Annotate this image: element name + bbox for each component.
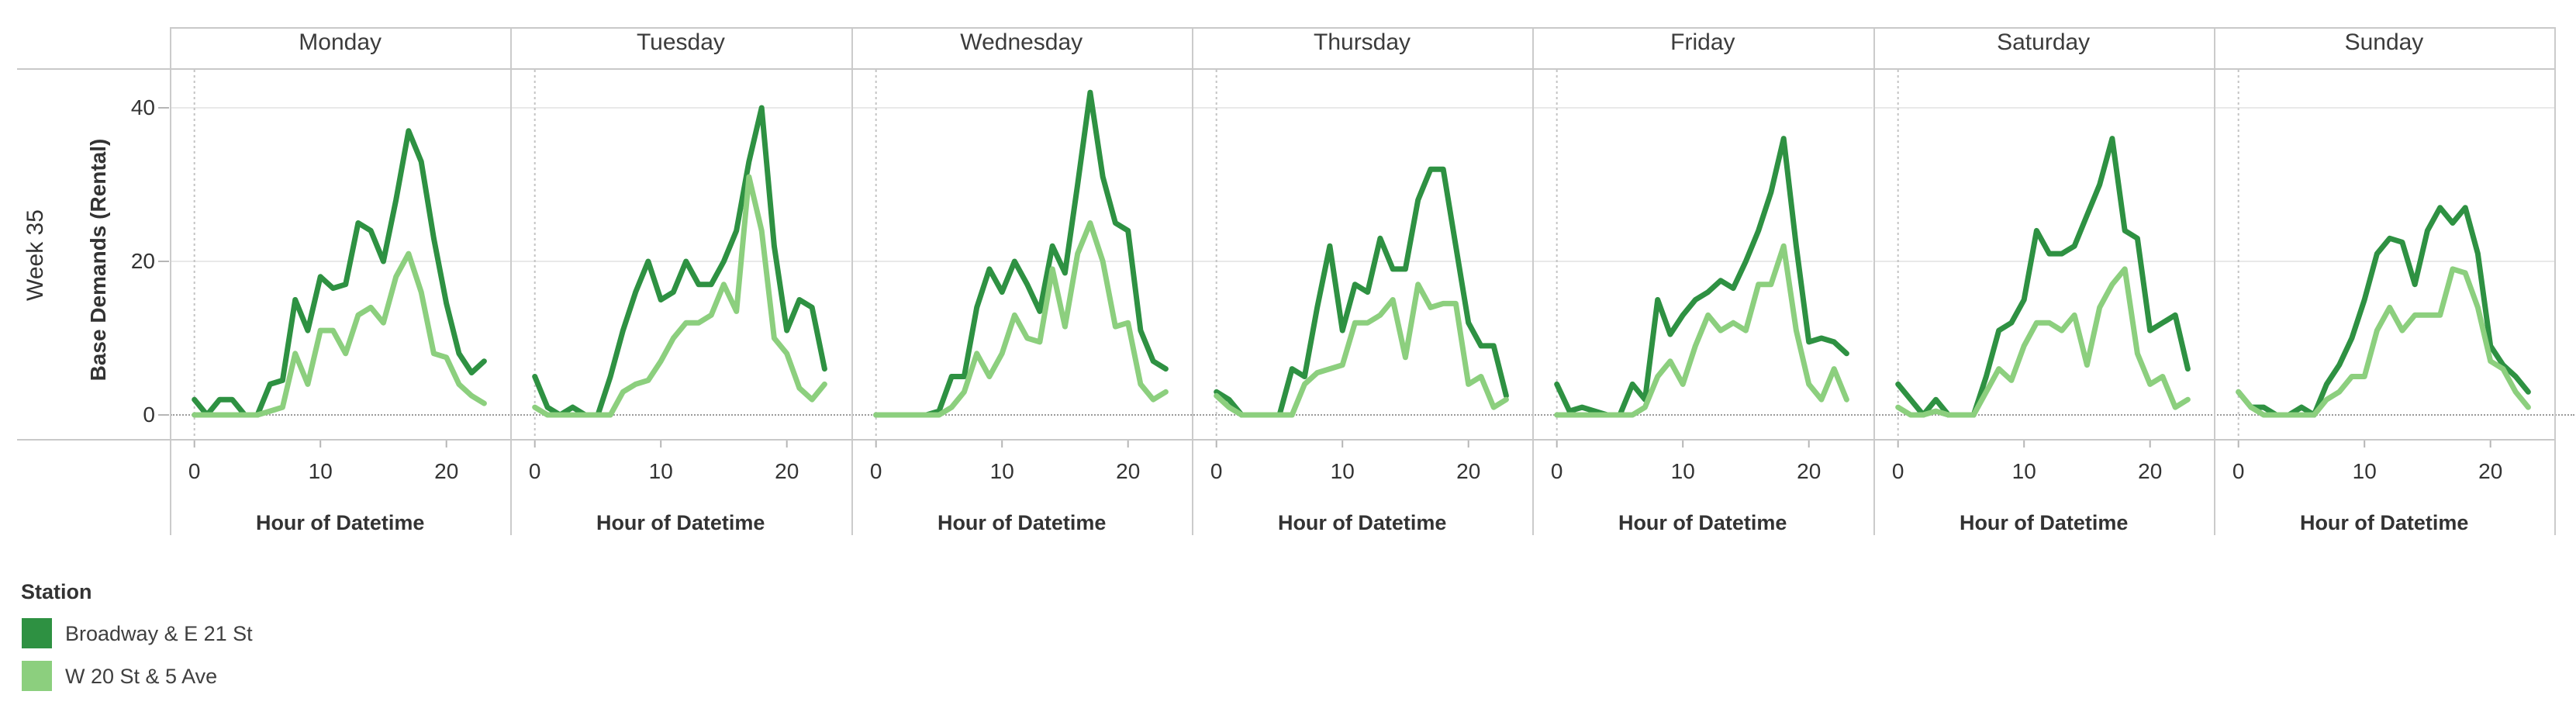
x-tick-label-0-sunday: 0	[2232, 459, 2245, 483]
line-w-20-st-5-ave-saturday[interactable]	[1894, 266, 2191, 418]
day-header-sunday: Sunday	[2344, 29, 2424, 55]
legend-swatch-broadway-e-21-st[interactable]	[22, 618, 52, 648]
facet-panel-friday: 0 10 20 Hour of Datetime	[1532, 70, 1873, 534]
line-broadway-e-21-st-monday[interactable]	[192, 128, 487, 418]
day-header-monday: Monday	[299, 29, 382, 55]
x-tick-label-20-thursday: 20	[1456, 459, 1480, 483]
x-axis-title-wednesday: Hour of Datetime	[938, 511, 1106, 534]
line-w-20-st-5-ave-friday[interactable]	[1554, 243, 1850, 418]
day-header-wednesday: Wednesday	[960, 29, 1083, 55]
x-tick-label-0-friday: 0	[1551, 459, 1563, 483]
day-header-tuesday: Tuesday	[636, 29, 725, 55]
x-tick-label-0-saturday: 0	[1891, 459, 1904, 483]
x-axis-title-monday: Hour of Datetime	[256, 511, 424, 534]
legend-label-w-20-st-5-ave: W 20 St & 5 Ave	[65, 665, 218, 688]
y-tick-label-20: 20	[130, 249, 155, 273]
x-axis-title-sunday: Hour of Datetime	[2300, 511, 2468, 534]
x-tick-label-20-wednesday: 20	[1116, 459, 1140, 483]
header-bottom-border	[17, 68, 2555, 70]
facet-panel-sunday: 0 10 20 Hour of Datetime	[2213, 70, 2555, 534]
x-tick-label-0-wednesday: 0	[870, 459, 882, 483]
line-broadway-e-21-st-sunday[interactable]	[2235, 205, 2531, 418]
facet-panel-tuesday: 0 10 20 Hour of Datetime	[510, 70, 851, 534]
x-tick-label-0-tuesday: 0	[529, 459, 541, 483]
x-tick-label-10-monday: 10	[309, 459, 333, 483]
x-tick-label-20-tuesday: 20	[775, 459, 799, 483]
x-tick-label-10-saturday: 10	[2011, 459, 2036, 483]
x-tick-label-20-monday: 20	[434, 459, 458, 483]
line-w-20-st-5-ave-tuesday[interactable]	[532, 174, 828, 418]
day-header-friday: Friday	[1670, 29, 1735, 55]
day-header-thursday: Thursday	[1314, 29, 1411, 55]
panel-divider-5	[1873, 27, 1875, 535]
panel-divider-4	[1532, 27, 1535, 535]
zero-baseline	[171, 414, 2574, 416]
facet-panel-thursday: 0 10 20 Hour of Datetime	[1191, 70, 1533, 534]
legend-label-broadway-e-21-st: Broadway & E 21 St	[65, 622, 253, 645]
x-tick-label-10-friday: 10	[1671, 459, 1695, 483]
facet-panel-monday: 0 10 20 Hour of Datetime	[170, 70, 511, 534]
x-tick-label-10-thursday: 10	[1331, 459, 1355, 483]
line-broadway-e-21-st-friday[interactable]	[1554, 136, 1850, 418]
panel-divider-1	[510, 27, 513, 535]
x-tick-label-0-monday: 0	[188, 459, 201, 483]
y-tick-mark-0	[158, 414, 169, 416]
x-tick-label-10-wednesday: 10	[989, 459, 1013, 483]
panel-divider-7	[2554, 27, 2557, 535]
pane-bottom-border	[17, 439, 2555, 441]
x-tick-label-20-saturday: 20	[2138, 459, 2162, 483]
x-tick-label-0-thursday: 0	[1210, 459, 1223, 483]
facet-panel-wednesday: 0 10 20 Hour of Datetime	[851, 70, 1192, 534]
x-tick-label-20-sunday: 20	[2478, 459, 2502, 483]
x-axis-title-friday: Hour of Datetime	[1618, 511, 1787, 534]
facet-row-label: Week 35	[22, 209, 48, 301]
line-w-20-st-5-ave-wednesday[interactable]	[872, 220, 1169, 418]
y-tick-mark-20	[158, 261, 169, 262]
day-header-saturday: Saturday	[1997, 29, 2091, 55]
legend-title: Station	[21, 580, 92, 603]
legend-swatch-w-20-st-5-ave[interactable]	[22, 661, 52, 691]
x-axis-title-tuesday: Hour of Datetime	[596, 511, 765, 534]
x-tick-label-10-tuesday: 10	[649, 459, 673, 483]
x-tick-label-20-friday: 20	[1797, 459, 1821, 483]
line-broadway-e-21-st-thursday[interactable]	[1214, 166, 1509, 418]
line-broadway-e-21-st-wednesday[interactable]	[872, 89, 1169, 418]
panel-divider-3	[1191, 27, 1193, 535]
line-w-20-st-5-ave-thursday[interactable]	[1214, 282, 1509, 418]
panel-divider-2	[851, 27, 853, 535]
facet-panel-saturday: 0 10 20 Hour of Datetime	[1873, 70, 2214, 534]
y-tick-mark-40	[158, 107, 169, 109]
header-top-border	[170, 27, 2555, 29]
y-tick-label-40: 40	[130, 95, 155, 119]
x-axis-title-saturday: Hour of Datetime	[1959, 511, 2127, 534]
x-axis-title-thursday: Hour of Datetime	[1278, 511, 1446, 534]
y-tick-label-0: 0	[143, 403, 155, 427]
line-w-20-st-5-ave-monday[interactable]	[192, 251, 487, 418]
panel-divider-6	[2213, 27, 2215, 535]
panel-divider-0	[170, 27, 171, 535]
line-w-20-st-5-ave-sunday[interactable]	[2235, 266, 2531, 418]
x-tick-label-10-sunday: 10	[2352, 459, 2376, 483]
